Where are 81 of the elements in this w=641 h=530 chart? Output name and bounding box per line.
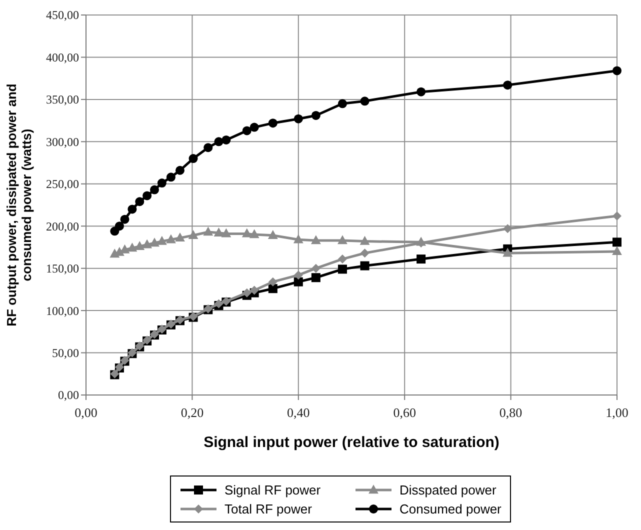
point (242, 228, 252, 238)
point (338, 99, 347, 108)
point (114, 222, 124, 231)
point (360, 236, 370, 245)
legend-label: Signal RF power (224, 482, 322, 498)
y-tick-label: 200,00 (46, 219, 79, 234)
y-axis-title: RF output power, dissipated power and consumed power (watts) (4, 84, 34, 326)
point (250, 122, 259, 132)
point (242, 288, 252, 298)
point (157, 178, 166, 188)
point (311, 110, 320, 120)
point (502, 248, 513, 257)
point (175, 166, 184, 175)
point (268, 284, 278, 294)
point (268, 230, 278, 239)
x-tick-label: 0,60 (393, 405, 416, 420)
point (222, 135, 231, 144)
point (134, 240, 145, 250)
point (311, 264, 320, 273)
point (268, 118, 278, 128)
x-tick-label: 0,80 (499, 405, 522, 420)
point (242, 126, 252, 136)
point (311, 273, 320, 282)
point (203, 226, 214, 236)
point (142, 239, 152, 248)
point (294, 270, 303, 280)
point (503, 80, 512, 90)
point (503, 224, 512, 234)
point (150, 185, 159, 194)
legend-label: Consumed power (400, 502, 502, 517)
point (338, 264, 347, 274)
point (612, 211, 622, 220)
legend-label: Disspated power (400, 482, 497, 498)
point (612, 246, 622, 256)
y-tick-label: 300,00 (46, 134, 79, 149)
point (204, 143, 213, 152)
point (214, 137, 224, 146)
point (128, 204, 137, 214)
point (293, 234, 304, 244)
point (166, 172, 176, 182)
point (416, 254, 426, 264)
point (249, 229, 260, 238)
x-tick-label: 0,40 (287, 405, 310, 420)
point (188, 154, 198, 164)
point (127, 242, 138, 252)
point (214, 227, 224, 236)
point (294, 277, 303, 286)
point (142, 191, 152, 200)
y-tick-label: 450,00 (46, 8, 79, 22)
point (360, 248, 370, 258)
point (250, 286, 259, 295)
point (150, 238, 160, 247)
point (188, 230, 198, 239)
y-tick-label: 0,00 (58, 388, 79, 402)
point (156, 236, 167, 245)
point (294, 114, 303, 124)
point (612, 66, 622, 76)
y-tick-label: 150,00 (46, 262, 79, 276)
point (338, 254, 347, 264)
x-tick-label: 0,00 (74, 405, 98, 420)
point (268, 277, 278, 286)
point (135, 197, 144, 206)
legend-label: Total RF power (224, 502, 313, 517)
x-tick-label: 1,00 (606, 405, 628, 420)
point (612, 238, 622, 247)
y-tick-label: 100,00 (46, 304, 79, 318)
y-tick-label: 50,00 (52, 346, 79, 360)
point (360, 261, 370, 270)
y-tick-label: 350,00 (46, 92, 79, 107)
point (360, 96, 370, 106)
point (310, 235, 321, 244)
point (338, 235, 348, 244)
x-tick-label: 0,20 (180, 405, 204, 420)
point (175, 232, 185, 242)
point (416, 87, 426, 96)
point (166, 234, 176, 244)
point (120, 214, 130, 224)
point (221, 228, 232, 238)
x-axis-title: Signal input power (relative to saturation) (204, 434, 500, 451)
y-tick-label: 250,00 (46, 177, 79, 192)
y-tick-label: 400,00 (46, 50, 79, 64)
